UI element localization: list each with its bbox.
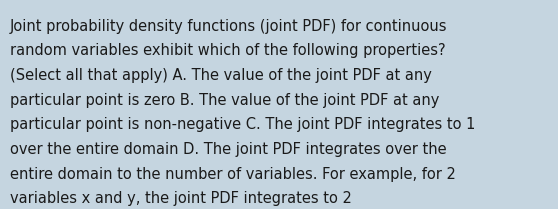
- Text: Joint probability density functions (joint PDF) for continuous: Joint probability density functions (joi…: [10, 19, 448, 34]
- Text: entire domain to the number of variables. For example, for 2: entire domain to the number of variables…: [10, 167, 456, 182]
- Text: over the entire domain D. The joint PDF integrates over the: over the entire domain D. The joint PDF …: [10, 142, 446, 157]
- Text: particular point is non-negative C. The joint PDF integrates to 1: particular point is non-negative C. The …: [10, 117, 475, 133]
- Text: variables x and y, the joint PDF integrates to 2: variables x and y, the joint PDF integra…: [10, 191, 352, 206]
- Text: random variables exhibit which of the following properties?: random variables exhibit which of the fo…: [10, 43, 446, 59]
- Text: particular point is zero B. The value of the joint PDF at any: particular point is zero B. The value of…: [10, 93, 439, 108]
- Text: (Select all that apply) A. The value of the joint PDF at any: (Select all that apply) A. The value of …: [10, 68, 432, 83]
